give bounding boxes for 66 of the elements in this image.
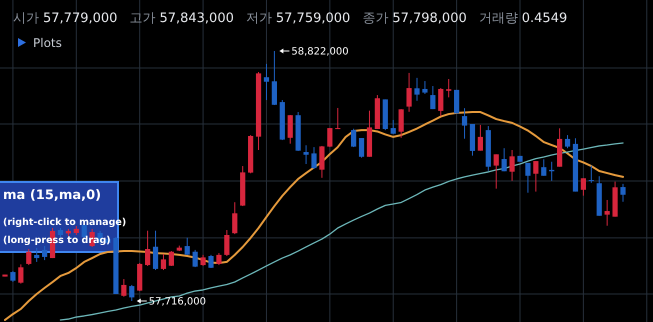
candlestick: [184, 237, 190, 256]
candlestick: [588, 165, 594, 184]
candlestick: [34, 247, 40, 262]
candlestick: [42, 246, 48, 261]
candlestick: [541, 158, 546, 176]
candlestick: [129, 284, 134, 302]
candlestick: [200, 254, 206, 266]
candlestick: [272, 50, 277, 106]
candlestick: [494, 154, 499, 190]
candlestick: [10, 270, 16, 283]
text: 57,779,000: [43, 11, 118, 26]
text: 57,843,000: [159, 11, 234, 26]
candlestick: [358, 138, 364, 158]
candlestick: [430, 86, 436, 110]
candlestick: [422, 80, 428, 94]
candlestick: [160, 253, 166, 271]
candlestick: [549, 161, 554, 182]
annotation: ma (15,ma,0): [3, 188, 102, 203]
text: 57,798,000: [392, 11, 467, 26]
text: 종가: [362, 11, 388, 26]
text: 고가: [129, 11, 156, 26]
candlestick: [224, 230, 230, 257]
text: 거래량: [478, 11, 518, 26]
candlestick: [311, 146, 317, 170]
candlestick: [620, 183, 626, 202]
candlestick: [438, 88, 444, 117]
candlestick: [462, 108, 468, 140]
candlestick: [26, 248, 32, 266]
candlestick: [152, 230, 158, 271]
candlestick: [478, 124, 483, 152]
candlestick: [406, 72, 412, 112]
candlestick: [121, 278, 126, 298]
candlestick: [454, 89, 460, 114]
candlestick: [564, 134, 570, 149]
text: Plots: [33, 36, 62, 50]
candlestick: [18, 264, 24, 284]
candlestick: [303, 144, 309, 165]
text: 0.4549: [522, 11, 568, 26]
candlestick: [351, 128, 356, 148]
annotation: 58,822,000: [291, 46, 349, 58]
candlestick: [327, 128, 332, 148]
candlestick: [319, 145, 325, 178]
candlestick: [168, 250, 174, 266]
candlestick: [525, 162, 531, 194]
text: 57,759,000: [276, 11, 350, 26]
candlestick: [502, 148, 507, 172]
candlestick: [216, 252, 222, 266]
candlestick: [288, 114, 293, 144]
candlestick: [580, 178, 586, 196]
text: 저가: [246, 11, 272, 26]
candlestick: [533, 160, 538, 192]
candlestick: [264, 63, 270, 101]
candlestick: [192, 249, 198, 268]
candlestick: [74, 225, 79, 236]
candlestick: [145, 230, 150, 266]
candlestick: [390, 119, 396, 134]
candlestick: [232, 202, 238, 235]
annotation: 57,716,000: [148, 296, 206, 308]
candlestick: [414, 77, 420, 102]
candlestick: [509, 150, 515, 182]
candlestick: [208, 254, 214, 268]
candlestick: [398, 108, 404, 138]
candlestick: [604, 199, 610, 226]
candlestick: [335, 107, 340, 130]
candlestick: [446, 78, 452, 98]
text: 시가: [13, 11, 39, 26]
